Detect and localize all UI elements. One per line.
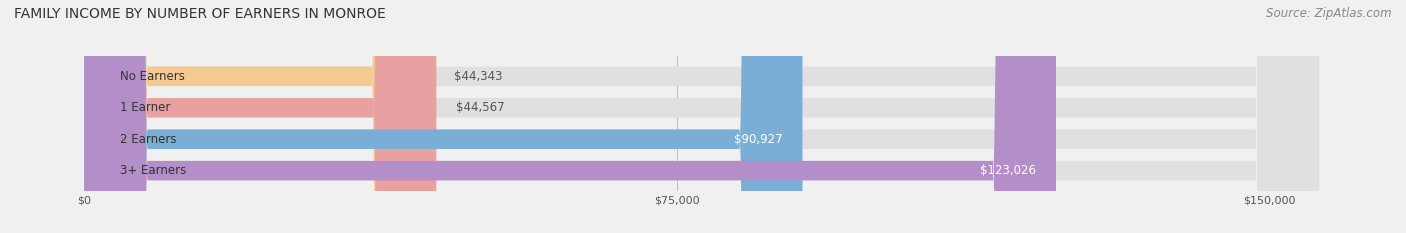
FancyBboxPatch shape [84,0,434,233]
FancyBboxPatch shape [84,0,1319,233]
FancyBboxPatch shape [84,0,436,233]
Text: $44,567: $44,567 [456,101,505,114]
Text: $123,026: $123,026 [980,164,1036,177]
FancyBboxPatch shape [84,0,803,233]
Text: 2 Earners: 2 Earners [120,133,176,146]
FancyBboxPatch shape [84,0,1319,233]
Text: $44,343: $44,343 [454,70,503,83]
Text: Source: ZipAtlas.com: Source: ZipAtlas.com [1267,7,1392,20]
FancyBboxPatch shape [84,0,1319,233]
Text: $90,927: $90,927 [734,133,783,146]
FancyBboxPatch shape [84,0,1319,233]
Text: No Earners: No Earners [120,70,184,83]
Text: 1 Earner: 1 Earner [120,101,170,114]
Text: FAMILY INCOME BY NUMBER OF EARNERS IN MONROE: FAMILY INCOME BY NUMBER OF EARNERS IN MO… [14,7,385,21]
FancyBboxPatch shape [84,0,1056,233]
Text: 3+ Earners: 3+ Earners [120,164,186,177]
